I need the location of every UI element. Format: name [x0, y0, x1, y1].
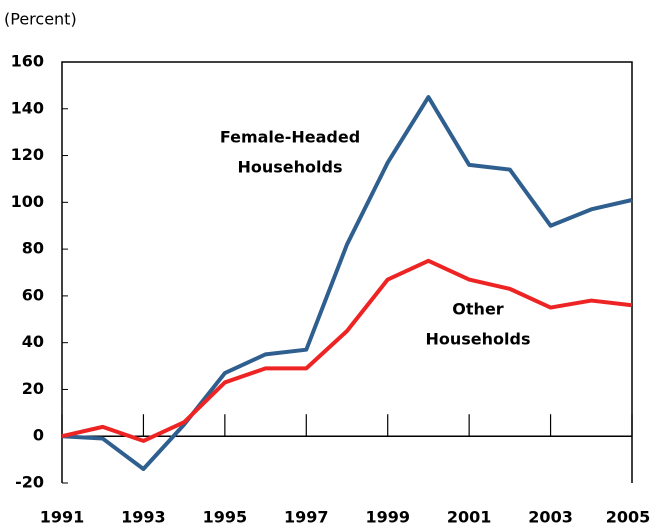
x-tick-label: 2003	[528, 508, 573, 527]
y-tick-label: 140	[11, 98, 44, 117]
y-tick-label: 160	[11, 52, 44, 71]
y-tick-label: 100	[11, 192, 44, 211]
series-line	[61, 95, 633, 471]
x-tick-label: 1997	[284, 508, 329, 527]
y-tick-label: 60	[22, 285, 44, 304]
y-tick-label: 0	[33, 426, 44, 445]
plot-frame	[61, 61, 633, 483]
y-tick-label: 20	[22, 379, 44, 398]
series-label: Households	[426, 330, 531, 349]
x-tick-label: 2005	[606, 508, 651, 527]
x-tick-label: 2001	[447, 508, 492, 527]
y-tick-label: 40	[22, 332, 44, 351]
series-label: Other	[452, 300, 503, 319]
y-tick-label: 120	[11, 145, 44, 164]
x-tick-label: 1995	[203, 508, 248, 527]
x-tick-label: 1993	[121, 508, 166, 527]
x-tick-label: 1991	[40, 508, 85, 527]
y-unit-label: (Percent)	[4, 10, 77, 29]
series-label: Households	[238, 158, 343, 177]
series-label: Female-Headed	[220, 128, 360, 147]
y-tick-label: -20	[15, 473, 44, 492]
series-line	[61, 258, 633, 443]
y-tick-label: 80	[22, 239, 44, 258]
x-tick-label: 1999	[365, 508, 410, 527]
